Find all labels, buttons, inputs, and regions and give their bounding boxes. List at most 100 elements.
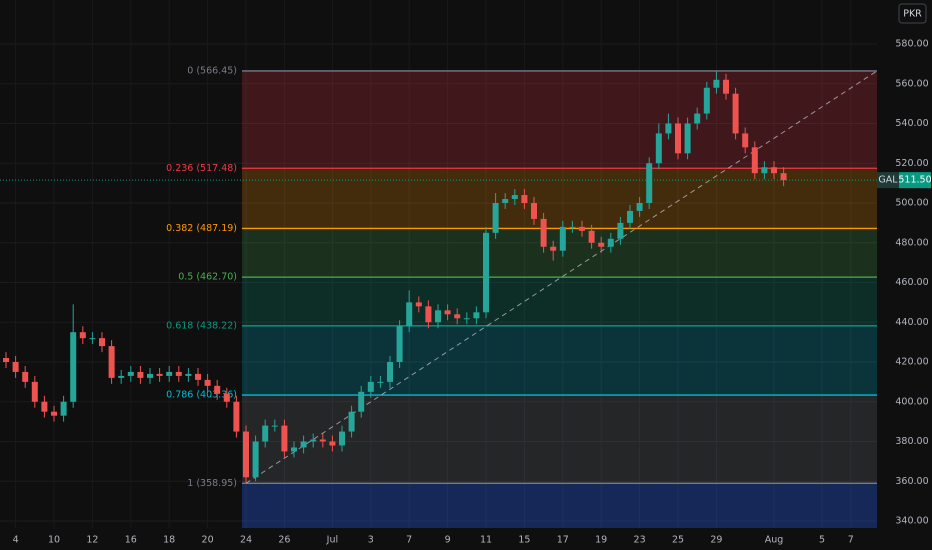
x-tick-label: 9 xyxy=(445,535,451,546)
candle-body xyxy=(684,123,691,154)
candle-body xyxy=(367,381,374,392)
y-tick-label: 500.00 xyxy=(895,198,928,209)
candle-body xyxy=(646,163,653,203)
candle-body xyxy=(22,371,29,382)
candle-body xyxy=(444,310,451,315)
candle-body xyxy=(617,222,624,239)
candle-body xyxy=(742,133,749,148)
fib-level-label: 0.236 (517.48) xyxy=(166,163,237,174)
y-tick-label: 380.00 xyxy=(895,436,928,447)
candle-body xyxy=(588,230,595,243)
x-tick-label: 3 xyxy=(368,535,374,546)
x-tick-label: 25 xyxy=(672,535,684,546)
candle-body xyxy=(559,226,566,251)
candle-body xyxy=(175,371,182,376)
candle-body xyxy=(694,113,701,124)
candle-body xyxy=(252,441,259,478)
candle-body xyxy=(51,411,57,416)
x-tick-label: 20 xyxy=(202,535,214,546)
x-tick-label: 24 xyxy=(240,535,252,546)
candle-body xyxy=(319,439,326,442)
candle-body xyxy=(607,238,614,247)
fib-band xyxy=(242,395,877,484)
x-tick-label: 4 xyxy=(13,535,19,546)
fib-band xyxy=(242,325,877,396)
currency-label[interactable]: PKR xyxy=(903,9,922,20)
candle-body xyxy=(291,447,297,452)
y-tick-label: 540.00 xyxy=(895,118,928,129)
candle-body xyxy=(41,401,48,412)
candle-body xyxy=(358,391,365,412)
candle-body xyxy=(425,306,432,323)
x-tick-label: 7 xyxy=(848,535,854,546)
candle-body xyxy=(435,310,441,323)
candle-body xyxy=(243,431,249,478)
candle-body xyxy=(262,425,269,442)
fib-band xyxy=(242,228,877,278)
price-tag-bg xyxy=(899,172,931,189)
candle-body xyxy=(780,173,787,181)
candle-body xyxy=(636,203,643,211)
candle-body xyxy=(732,93,739,134)
candle-body xyxy=(598,242,605,247)
candle-body xyxy=(569,226,576,228)
candle-body xyxy=(214,385,221,394)
candle-body xyxy=(12,362,19,372)
y-tick-label: 480.00 xyxy=(895,237,928,248)
candle-body xyxy=(703,87,710,114)
candle-body xyxy=(195,373,201,380)
fib-level-label: 0.382 (487.19) xyxy=(166,223,237,234)
y-tick-label: 420.00 xyxy=(895,357,928,368)
x-tick-label: 7 xyxy=(406,535,412,546)
x-tick-label: Jul xyxy=(326,535,338,546)
x-tick-label: 23 xyxy=(634,535,646,546)
candle-body xyxy=(655,133,662,164)
candle-body xyxy=(31,381,38,402)
y-tick-label: 340.00 xyxy=(895,516,928,527)
candle-body xyxy=(281,425,288,452)
x-tick-label: 26 xyxy=(278,535,290,546)
candle-body xyxy=(89,338,96,340)
x-tick-label: 16 xyxy=(125,535,137,546)
y-tick-label: 460.00 xyxy=(895,277,928,288)
candle-body xyxy=(118,375,125,378)
candle-body xyxy=(550,246,557,251)
x-tick-label: 10 xyxy=(48,535,60,546)
candle-body xyxy=(70,332,77,402)
candle-body xyxy=(540,218,547,247)
y-tick-label: 520.00 xyxy=(895,158,928,169)
candle-body xyxy=(147,373,153,378)
x-tick-label: 5 xyxy=(819,535,825,546)
candle-body xyxy=(3,358,9,362)
fib-extension-band xyxy=(242,483,877,528)
y-tick-label: 580.00 xyxy=(895,39,928,50)
candle-body xyxy=(761,167,768,174)
candle-body xyxy=(339,431,345,446)
candle-body xyxy=(310,439,317,442)
candle-body xyxy=(377,381,384,383)
candle-body xyxy=(406,302,413,327)
candle-body xyxy=(60,401,67,416)
candle-body xyxy=(665,123,672,134)
candle-body xyxy=(99,338,105,347)
candle-body xyxy=(329,441,336,446)
candle-body xyxy=(108,346,115,378)
candle-body xyxy=(223,393,230,402)
y-tick-label: 400.00 xyxy=(895,396,928,407)
currency-button[interactable] xyxy=(898,3,927,24)
candle-body xyxy=(483,232,489,313)
fib-band xyxy=(242,277,877,326)
x-tick-label: 15 xyxy=(518,535,530,546)
candle-body xyxy=(492,203,499,233)
candle-body xyxy=(156,373,163,376)
x-tick-label: 29 xyxy=(710,535,722,546)
candle-body xyxy=(396,326,403,362)
x-tick-label: 11 xyxy=(480,535,492,546)
fib-level-label: 0.618 (438.22) xyxy=(166,320,237,331)
candle-body xyxy=(233,401,240,432)
price-tag-value: 511.50 xyxy=(898,175,931,186)
candle-body xyxy=(454,314,461,319)
candle-body xyxy=(502,199,509,203)
